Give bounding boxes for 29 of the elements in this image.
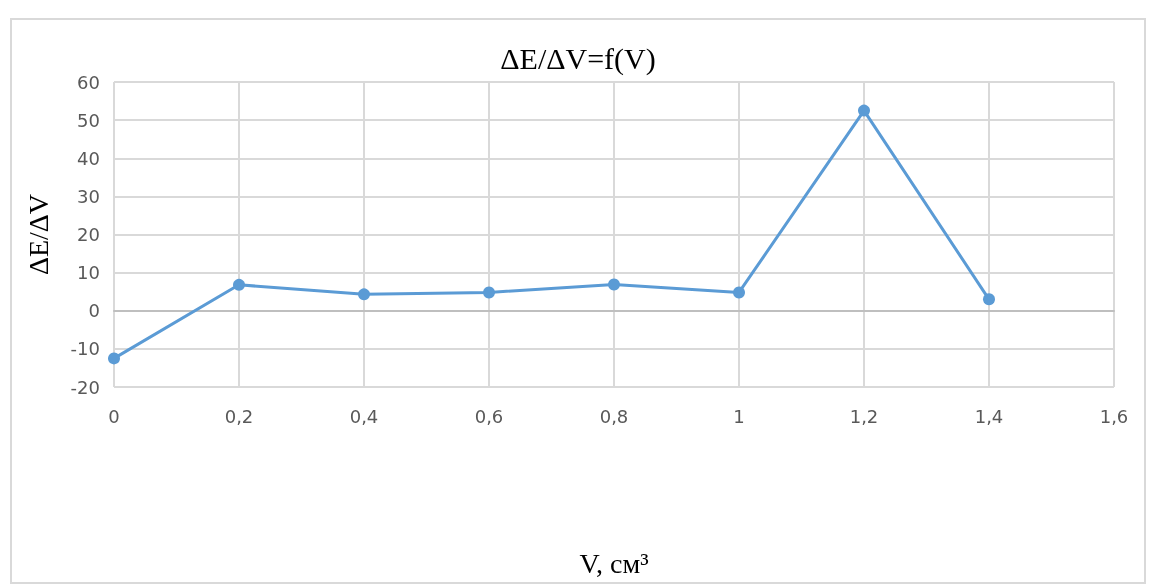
y-tick-label: 40 (77, 147, 100, 169)
point (358, 288, 370, 301)
x-tick-label: 1 (733, 405, 745, 427)
x-tick-label: 1,6 (1099, 405, 1129, 427)
point (233, 278, 245, 291)
x-tick-label: 0,6 (474, 405, 504, 427)
x-tick-label: 1,4 (974, 405, 1004, 427)
point (733, 286, 745, 299)
x-tick-label: 1,2 (849, 405, 879, 427)
point (983, 293, 995, 306)
y-tick-label: 50 (77, 109, 100, 131)
y-tick-label: 60 (77, 71, 100, 93)
y-axis-title: ΔE/ΔV (22, 193, 54, 276)
y-tick-label: -10 (70, 338, 100, 360)
point (108, 352, 120, 365)
x-axis-title: V, см³ (579, 547, 649, 579)
x-tick-label: 0,4 (349, 405, 379, 427)
chart-title: ΔE/ΔV=f(V) (500, 41, 656, 76)
y-tick-label: 10 (77, 262, 100, 284)
y-tick-label: 30 (77, 185, 100, 207)
y-tick-label: -20 (70, 376, 100, 398)
y-tick-label: 0 (88, 300, 100, 322)
x-tick-label: 0,2 (224, 405, 254, 427)
x-tick-label: 0,8 (599, 405, 629, 427)
point (483, 286, 495, 299)
point (858, 104, 870, 117)
x-tick-label: 0 (108, 405, 120, 427)
point (608, 278, 620, 291)
y-tick-label: 20 (77, 224, 100, 245)
